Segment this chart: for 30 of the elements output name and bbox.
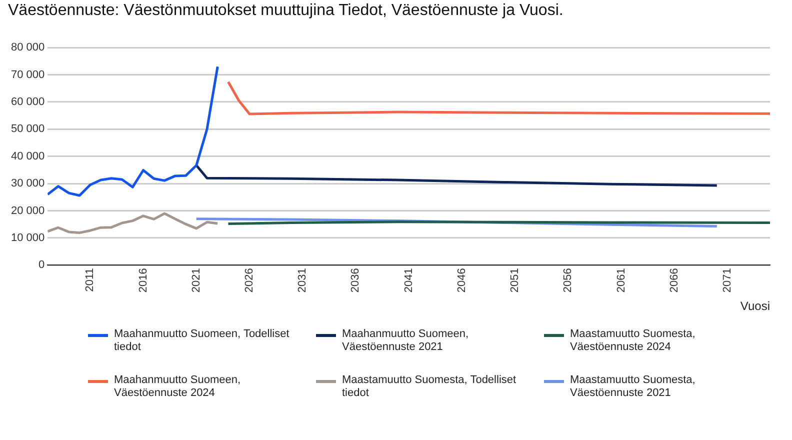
x-tick-label: 2041 — [402, 268, 415, 293]
x-tick-label: 2036 — [350, 268, 362, 293]
x-tick-label: 2061 — [615, 268, 628, 293]
y-tick-label: 60 000 — [10, 96, 45, 108]
y-tick-label: 70 000 — [10, 68, 45, 81]
x-tick-label: 2031 — [296, 268, 309, 293]
x-tick-label: 2011 — [84, 268, 96, 292]
x-axis-title: Vuosi — [740, 299, 770, 314]
legend-label: Maastamuutto Suomesta, Todelliset tiedot — [342, 374, 518, 400]
y-tick-label: 50 000 — [10, 123, 45, 136]
y-tick-label: 40 000 — [10, 150, 45, 162]
x-tick-label: 2056 — [562, 268, 574, 293]
x-tick-label: 2021 — [190, 268, 202, 293]
x-tick-label: 2071 — [722, 268, 734, 293]
chart-title: Väestöennuste: Väestönmuutokset muuttujina Tiedot, Väestöennuste ja Vuosi. — [8, 2, 564, 20]
legend-label: Maastamuutto Suomesta, Väestöennuste 2024 — [570, 328, 696, 354]
x-tick-label: 2051 — [509, 268, 522, 293]
y-tick-label: 20 000 — [10, 204, 45, 217]
legend-label: Maahanmuutto Suomeen, Väestöennuste 2024 — [114, 374, 242, 400]
y-tick-label: 80 000 — [10, 42, 45, 54]
x-tick-label: 2016 — [137, 268, 150, 293]
y-tick-label: 10 000 — [10, 232, 45, 244]
y-tick-label: 30 000 — [10, 178, 45, 190]
legend-label: Maahanmuutto Suomeen, Väestöennuste 2021 — [342, 328, 470, 354]
x-tick-label: 2026 — [244, 268, 256, 293]
legend-label: Maastamuutto Suomesta, Väestöennuste 2021 — [570, 374, 696, 400]
x-tick-label: 2066 — [668, 268, 680, 293]
x-tick-label: 2046 — [456, 268, 468, 293]
legend-label: Maahanmuutto Suomeen, Todelliset tiedot — [114, 328, 290, 354]
y-tick-label: 0 — [38, 259, 45, 272]
